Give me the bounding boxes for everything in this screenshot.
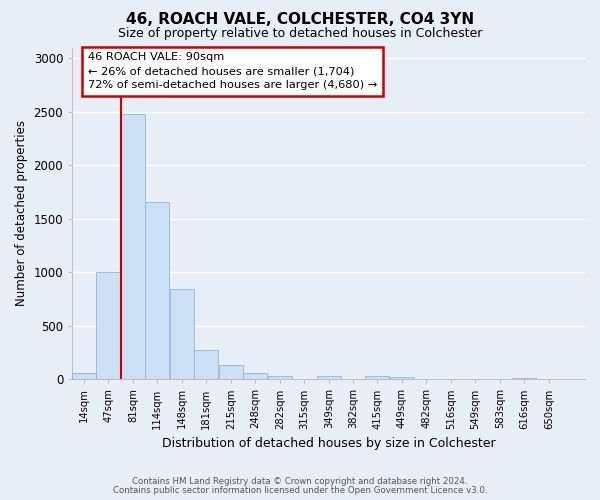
- Bar: [243, 374, 267, 380]
- Bar: [72, 373, 97, 380]
- Text: Contains HM Land Registry data © Crown copyright and database right 2024.: Contains HM Land Registry data © Crown c…: [132, 477, 468, 486]
- Bar: [194, 350, 218, 380]
- Bar: [219, 366, 243, 380]
- Bar: [145, 202, 169, 380]
- Bar: [268, 376, 292, 380]
- Bar: [170, 290, 194, 380]
- Text: Size of property relative to detached houses in Colchester: Size of property relative to detached ho…: [118, 28, 482, 40]
- Bar: [97, 272, 121, 380]
- Y-axis label: Number of detached properties: Number of detached properties: [15, 120, 28, 306]
- Bar: [121, 114, 145, 380]
- X-axis label: Distribution of detached houses by size in Colchester: Distribution of detached houses by size …: [162, 437, 496, 450]
- Bar: [365, 376, 389, 380]
- Bar: [512, 378, 536, 380]
- Text: Contains public sector information licensed under the Open Government Licence v3: Contains public sector information licen…: [113, 486, 487, 495]
- Text: 46 ROACH VALE: 90sqm
← 26% of detached houses are smaller (1,704)
72% of semi-de: 46 ROACH VALE: 90sqm ← 26% of detached h…: [88, 52, 377, 90]
- Bar: [317, 376, 341, 380]
- Bar: [390, 377, 414, 380]
- Text: 46, ROACH VALE, COLCHESTER, CO4 3YN: 46, ROACH VALE, COLCHESTER, CO4 3YN: [126, 12, 474, 28]
